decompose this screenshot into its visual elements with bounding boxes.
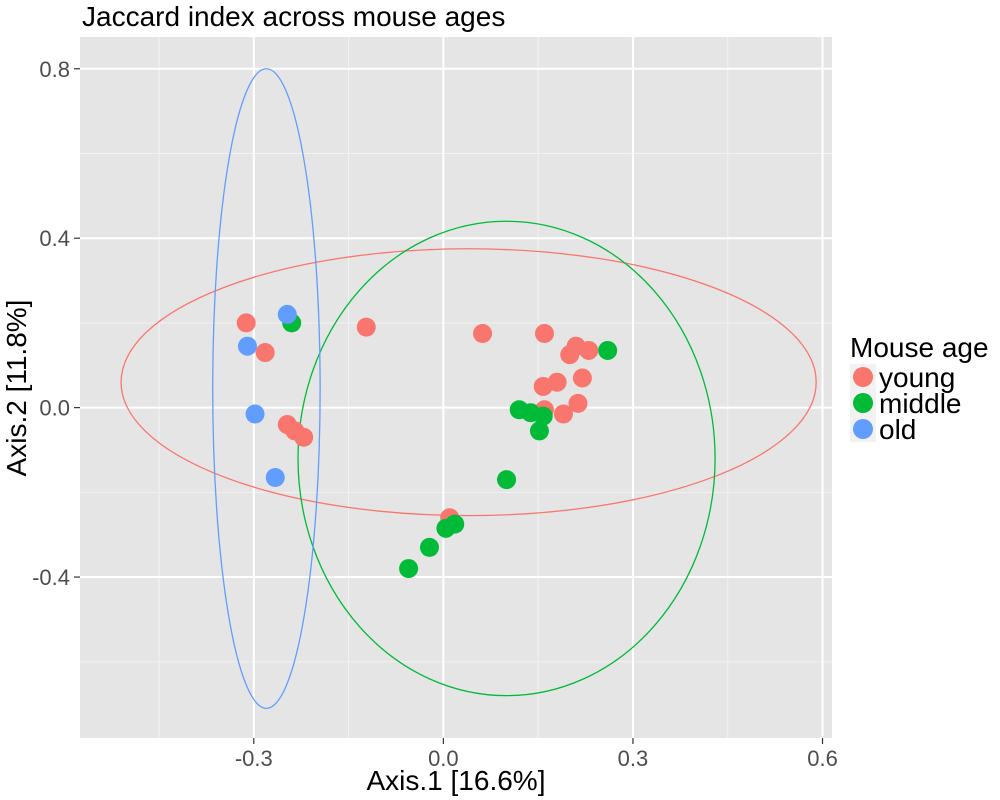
point-middle (529, 421, 549, 441)
x-tick-label: -0.3 (235, 746, 273, 771)
legend-title: Mouse age (850, 332, 989, 363)
y-axis: -0.4 0.0 0.4 0.8 (32, 57, 80, 590)
y-axis-title: Axis.2 [11.8%] (1, 300, 32, 477)
point-old (237, 336, 257, 356)
x-tick-label: 0.3 (618, 746, 649, 771)
point-middle (419, 537, 439, 557)
x-tick-label: 0.0 (428, 746, 459, 771)
point-old (245, 404, 265, 424)
point-middle (497, 470, 517, 490)
point-young (553, 404, 573, 424)
legend-label-old: old (879, 414, 916, 445)
chart-title: Jaccard index across mouse ages (82, 1, 505, 32)
major-gridlines (80, 37, 832, 738)
ellipse-old (212, 68, 321, 710)
point-middle (436, 518, 456, 538)
y-tick-label: -0.4 (32, 565, 70, 590)
point-young (473, 323, 493, 343)
confidence-ellipses (120, 68, 817, 710)
point-young (572, 368, 592, 388)
point-middle (598, 340, 618, 360)
legend-label-middle: middle (879, 388, 961, 419)
point-young (236, 313, 256, 333)
data-points (236, 304, 618, 579)
legend-marker-middle (853, 393, 873, 413)
point-young (579, 340, 599, 360)
plot-panel (80, 37, 832, 738)
point-young (255, 343, 275, 363)
legend-marker-young (853, 367, 873, 387)
point-young (356, 317, 376, 337)
x-tick-label: 0.6 (807, 746, 838, 771)
point-young (547, 372, 567, 392)
x-axis: -0.3 0.0 0.3 0.6 (235, 738, 838, 771)
point-middle (399, 559, 419, 579)
ellipse-young (120, 248, 817, 517)
point-middle (533, 406, 553, 426)
legend-label-young: young (879, 362, 955, 393)
point-young (294, 427, 314, 447)
y-tick-label: 0.0 (39, 396, 70, 421)
point-old (277, 304, 297, 324)
legend-marker-old (853, 419, 873, 439)
x-axis-title: Axis.1 [16.6%] (367, 765, 546, 796)
point-old (265, 468, 285, 488)
point-young (534, 323, 554, 343)
point-young (568, 393, 588, 413)
y-tick-label: 0.4 (39, 226, 70, 251)
ellipse-middle (297, 220, 716, 697)
y-tick-label: 0.8 (39, 57, 70, 82)
